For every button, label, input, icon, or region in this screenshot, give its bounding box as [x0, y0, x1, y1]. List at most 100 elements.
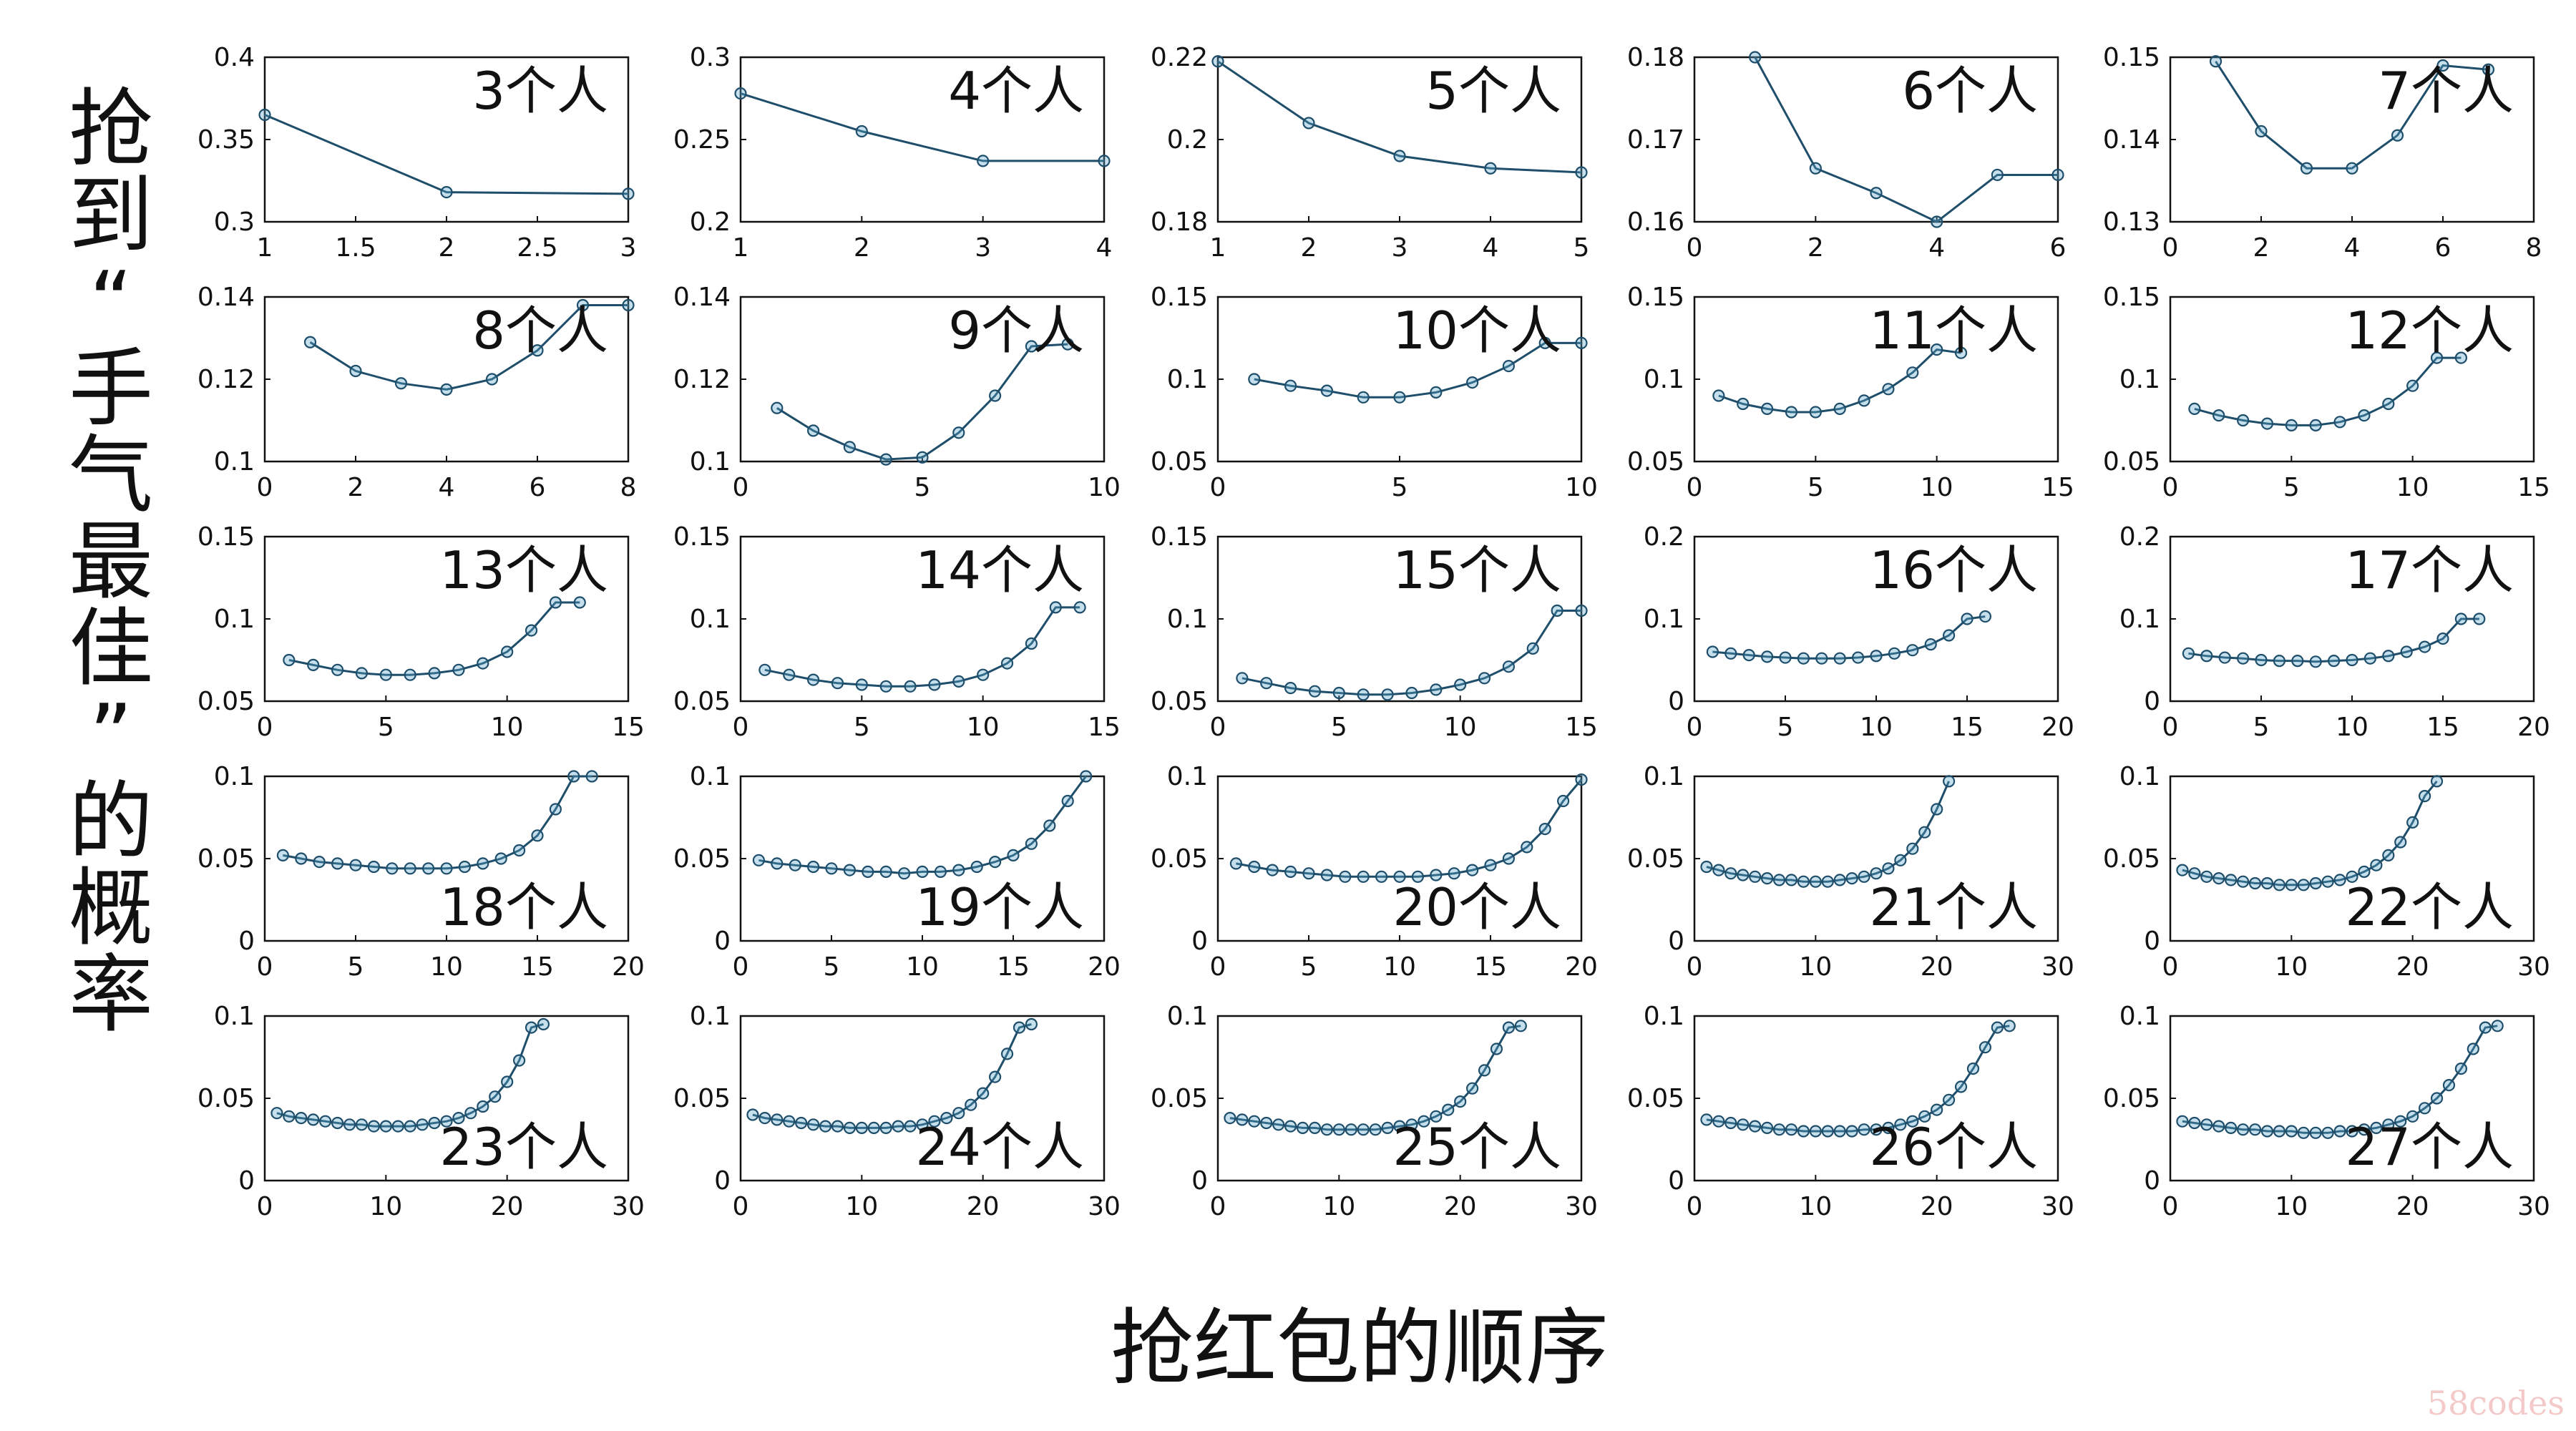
- data-point: [379, 1120, 392, 1133]
- data-point: [1393, 391, 1406, 404]
- data-point: [1025, 1017, 1038, 1031]
- data-point: [313, 855, 326, 869]
- y-tick-label: 0: [2144, 687, 2160, 716]
- subplot-title: 13个人: [439, 540, 608, 600]
- data-point: [2003, 1020, 2016, 1032]
- data-point: [1284, 681, 1297, 695]
- x-tick-label: 0: [733, 1192, 749, 1221]
- x-tick-label: 10: [430, 952, 463, 982]
- data-point: [1332, 1123, 1345, 1136]
- x-tick-label: 0: [257, 713, 273, 742]
- data-point: [303, 336, 317, 348]
- y-tick-label: 0.05: [1627, 1084, 1684, 1113]
- y-tick-label: 0.1: [1167, 762, 1208, 791]
- y-tick-label: 0.25: [673, 125, 731, 155]
- y-axis-title-char: 的: [68, 772, 153, 871]
- x-tick-label: 3: [620, 233, 637, 263]
- x-tick-label: 0: [2162, 233, 2179, 263]
- x-tick-label: 0: [2162, 1192, 2179, 1221]
- data-point: [2237, 875, 2250, 888]
- y-axis-title-char: 最: [68, 512, 153, 611]
- data-point: [319, 1115, 332, 1128]
- data-point: [977, 155, 990, 167]
- x-tick-label: 20: [1921, 952, 1953, 982]
- x-tick-label: 8: [2526, 233, 2542, 263]
- x-tick-label: 15: [1951, 713, 1984, 742]
- data-point: [1284, 865, 1297, 879]
- data-point: [485, 373, 499, 386]
- data-point: [2333, 416, 2346, 429]
- y-tick-label: 0.14: [2103, 125, 2160, 155]
- y-axis-title-char: ”: [89, 685, 133, 784]
- data-point: [1870, 1123, 1883, 1136]
- x-tick-label: 10: [2336, 713, 2368, 742]
- x-tick-label: 6: [2050, 233, 2067, 263]
- data-point: [452, 1111, 465, 1125]
- data-point: [1430, 683, 1443, 696]
- data-point: [2358, 1123, 2371, 1136]
- data-point: [2430, 1092, 2444, 1105]
- data-point: [970, 860, 983, 874]
- x-tick-label: 30: [612, 1192, 645, 1221]
- data-point: [2273, 655, 2285, 668]
- data-point: [1858, 394, 1870, 407]
- data-point: [855, 124, 868, 138]
- data-point: [988, 389, 1002, 402]
- series-line: [1254, 341, 1581, 399]
- data-point: [1308, 685, 1322, 698]
- data-point: [825, 862, 838, 875]
- series-line: [2182, 780, 2438, 887]
- subplot-title: 16个人: [1869, 540, 2038, 600]
- data-point: [452, 663, 465, 676]
- x-tick-label: 1: [733, 233, 749, 263]
- data-point: [394, 377, 408, 390]
- x-tick-label: 3: [1392, 233, 1408, 263]
- data-point: [2291, 655, 2304, 668]
- y-tick-label: 0.1: [1167, 365, 1208, 394]
- x-tick-label: 0: [1210, 713, 1226, 742]
- data-point: [1418, 1115, 1430, 1128]
- y-axis-title-char: 概: [68, 859, 153, 957]
- x-tick-label: 5: [378, 713, 394, 742]
- y-tick-label: 0.1: [214, 1002, 255, 1031]
- data-point: [1260, 677, 1273, 690]
- x-tick-label: 0: [2162, 473, 2179, 502]
- data-point: [2454, 1062, 2467, 1075]
- data-point: [952, 675, 965, 688]
- y-tick-label: 0.05: [2103, 844, 2160, 874]
- y-tick-label: 0.1: [1644, 1002, 1684, 1031]
- y-tick-label: 0.18: [1151, 207, 1208, 237]
- data-point: [1724, 1116, 1737, 1130]
- data-point: [622, 187, 635, 200]
- subplot-25: 0 10 20 30 0 0.05 0.1 25个人: [1151, 1002, 1598, 1221]
- x-tick-label: 0: [1687, 1192, 1703, 1221]
- y-axis-title-char: 抢: [68, 79, 153, 178]
- y-tick-label: 0.05: [197, 844, 255, 874]
- x-tick-label: 2: [348, 473, 364, 502]
- x-tick-label: 10: [369, 1192, 402, 1221]
- y-tick-label: 0.05: [1151, 687, 1208, 716]
- data-point: [1761, 871, 1774, 885]
- subplot-4: 1 2 3 4 0.2 0.25 0.3 4个人: [673, 43, 1113, 263]
- data-point: [1484, 859, 1497, 871]
- data-point: [1833, 1125, 1846, 1138]
- subplot-24: 0 10 20 30 0 0.05 0.1 24个人: [673, 1002, 1121, 1221]
- x-tick-label: 5: [824, 952, 840, 982]
- series-line: [264, 114, 629, 195]
- data-point: [1248, 860, 1261, 874]
- data-point: [752, 854, 766, 866]
- data-point: [1918, 1110, 1931, 1123]
- x-tick-label: 15: [1565, 713, 1598, 742]
- data-point: [1785, 1123, 1798, 1136]
- data-point: [458, 860, 472, 874]
- data-point: [1979, 1041, 1991, 1054]
- x-tick-label: 15: [2517, 473, 2550, 502]
- y-tick-label: 0.2: [1644, 522, 1684, 552]
- data-point: [416, 1118, 429, 1131]
- data-point: [295, 1111, 308, 1125]
- data-point: [1357, 1123, 1370, 1136]
- data-point: [1345, 1123, 1357, 1136]
- subplot-title: 9个人: [948, 301, 1084, 361]
- series-line: [309, 304, 628, 391]
- x-tick-label: 5: [1777, 713, 1794, 742]
